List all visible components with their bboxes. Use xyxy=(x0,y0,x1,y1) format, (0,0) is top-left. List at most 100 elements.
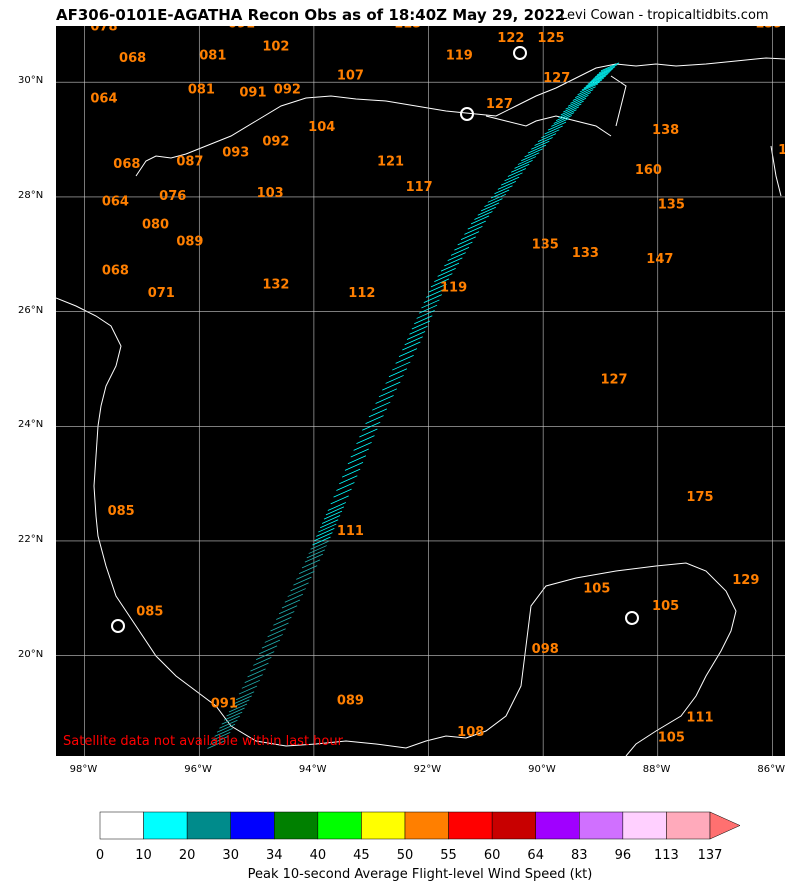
colorbar-tick: 83 xyxy=(571,848,588,863)
obs-label: 155 xyxy=(778,143,785,158)
colorbar-segment xyxy=(535,811,580,840)
obs-label: 071 xyxy=(148,286,175,301)
lon-tick: 98°W xyxy=(69,764,98,775)
graticule xyxy=(56,26,785,756)
obs-label: 064 xyxy=(90,91,117,106)
coastline xyxy=(56,57,785,756)
obs-label: 121 xyxy=(377,154,404,169)
colorbar-tick: 113 xyxy=(654,848,679,863)
obs-label: 133 xyxy=(572,246,599,261)
obs-label: 080 xyxy=(142,217,169,232)
lat-tick: 22°N xyxy=(18,533,44,545)
obs-label: 089 xyxy=(337,693,364,708)
satellite-note: Satellite data not available within last… xyxy=(63,734,344,749)
obs-label: 093 xyxy=(222,146,249,161)
obs-label: 127 xyxy=(600,372,627,387)
obs-label: 135 xyxy=(532,237,559,252)
colorbar-tick: 64 xyxy=(527,848,544,863)
colorbar-extend-arrow xyxy=(709,811,741,840)
colorbar-tick: 96 xyxy=(614,848,632,863)
obs-label: 085 xyxy=(136,605,163,620)
lat-tick: 26°N xyxy=(18,304,44,316)
lat-tick: 20°N xyxy=(18,648,44,660)
colorbar-tick: 34 xyxy=(266,848,283,863)
obs-label: 064 xyxy=(102,194,129,209)
obs-label: 115 xyxy=(394,26,421,32)
obs-label: 129 xyxy=(732,573,759,588)
obs-label: 160 xyxy=(635,163,662,178)
lon-tick: 96°W xyxy=(184,764,212,775)
obs-label: 107 xyxy=(337,68,364,83)
lat-tick: 28°N xyxy=(18,189,44,201)
obs-label: 135 xyxy=(658,197,685,212)
obs-label: 132 xyxy=(262,278,289,293)
lon-tick: 90°W xyxy=(528,764,556,775)
obs-label: 089 xyxy=(176,235,203,250)
obs-label: 122 xyxy=(497,31,524,46)
obs-label: 105 xyxy=(652,599,679,614)
obs-label: 081 xyxy=(188,83,215,98)
obs-label: 125 xyxy=(537,31,564,46)
lat-tick: 30°N xyxy=(18,75,44,87)
colorbar-segment xyxy=(99,811,144,840)
obs-label: 117 xyxy=(406,180,433,195)
colorbar-segment xyxy=(666,811,711,840)
obs-label: 098 xyxy=(532,642,559,657)
colorbar-segment xyxy=(361,811,406,840)
obs-label: 159 xyxy=(755,26,782,32)
storm-circles xyxy=(111,46,639,633)
colorbar-segment xyxy=(274,811,319,840)
colorbar-tick: 40 xyxy=(309,848,327,863)
colorbar-tick: 0 xyxy=(95,848,105,863)
obs-label: 068 xyxy=(119,51,146,66)
colorbar-segment xyxy=(404,811,449,840)
obs-label: 092 xyxy=(274,83,301,98)
colorbar-tick: 137 xyxy=(697,848,723,863)
obs-label: 105 xyxy=(658,731,685,746)
obs-label: 111 xyxy=(337,524,364,539)
obs-label: 105 xyxy=(583,582,610,597)
obs-label: 081 xyxy=(199,48,226,63)
obs-label: 068 xyxy=(102,263,129,278)
flight-track xyxy=(207,62,620,749)
colorbar-tick: 30 xyxy=(222,848,239,863)
colorbar xyxy=(99,811,741,840)
colorbar-segment xyxy=(622,811,667,840)
obs-label: 127 xyxy=(486,97,513,112)
map-canvas: 078 091 115 159 068 081 102 119 122 125 064 081 091 0… xyxy=(56,26,785,756)
colorbar-segment xyxy=(579,811,624,840)
obs-label: 091 xyxy=(211,696,238,711)
obs-label: 091 xyxy=(239,86,266,101)
obs-label: 104 xyxy=(308,120,335,135)
lon-tick: 88°W xyxy=(642,764,671,775)
obs-label: 068 xyxy=(113,157,140,172)
obs-label: 091 xyxy=(228,26,255,32)
colorbar-title: Peak 10-second Average Flight-level Wind… xyxy=(247,867,593,882)
colorbar-tick: 10 xyxy=(135,848,152,863)
obs-label: 085 xyxy=(108,504,135,519)
obs-label: 138 xyxy=(652,123,679,138)
colorbar-tick: 20 xyxy=(178,848,196,863)
recon-map[interactable]: 078 091 115 159 068 081 102 119 122 125 064 081 091 0… xyxy=(56,26,785,756)
colorbar-segment xyxy=(448,811,493,840)
obs-label: 087 xyxy=(176,154,203,169)
obs-label: 102 xyxy=(262,40,289,55)
colorbar-segment xyxy=(143,811,188,840)
obs-label: 108 xyxy=(457,725,484,740)
obs-label: 119 xyxy=(446,48,473,63)
colorbar-segment xyxy=(491,811,536,840)
colorbar-tick: 45 xyxy=(353,848,370,863)
colorbar-segment xyxy=(186,811,231,840)
obs-label: 111 xyxy=(686,711,713,726)
colorbar-tick: 50 xyxy=(396,848,414,863)
colorbar-segment xyxy=(317,811,362,840)
obs-label: 103 xyxy=(257,186,284,201)
obs-label: 127 xyxy=(543,71,570,86)
colorbar-tick: 60 xyxy=(483,848,501,863)
obs-label: 076 xyxy=(159,189,186,204)
obs-label: 112 xyxy=(348,286,375,301)
colorbar-segment xyxy=(230,811,275,840)
credit-text: Levi Cowan - tropicaltidbits.com xyxy=(560,8,769,23)
obs-label: 092 xyxy=(262,134,289,149)
page-title: AF306-0101E-AGATHA Recon Obs as of 18:40… xyxy=(56,6,566,24)
